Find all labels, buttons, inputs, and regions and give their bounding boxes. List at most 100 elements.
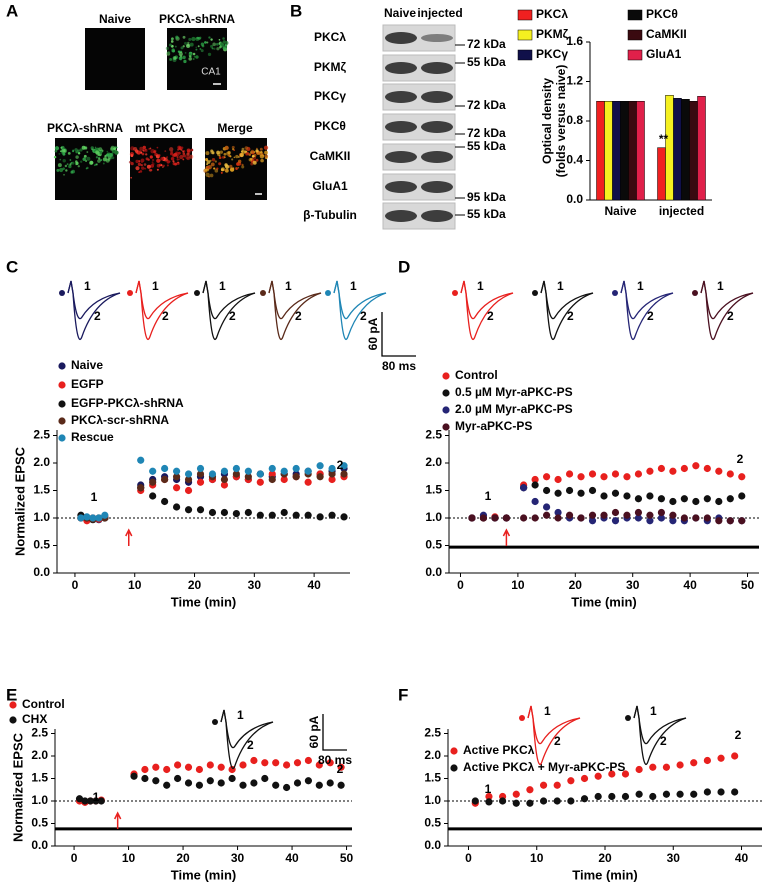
data-point bbox=[703, 464, 711, 473]
data-point bbox=[577, 514, 585, 522]
micrograph bbox=[85, 28, 145, 90]
y-tick-label: 1.5 bbox=[33, 483, 50, 497]
legend-label: Active PKCλ + Myr-aPKC-PS bbox=[463, 760, 625, 774]
data-point bbox=[539, 781, 548, 789]
cell bbox=[218, 162, 222, 166]
cell bbox=[180, 46, 184, 50]
cell bbox=[207, 166, 210, 169]
y-tick-label: 1.0 bbox=[424, 793, 441, 807]
blot-row-label: CaMKII bbox=[310, 149, 351, 163]
data-point bbox=[526, 786, 534, 794]
data-point bbox=[738, 473, 746, 481]
data-point bbox=[280, 467, 288, 475]
bar bbox=[620, 101, 629, 201]
data-point bbox=[588, 511, 597, 519]
data-point bbox=[580, 774, 589, 783]
blot-row-label: GluA1 bbox=[312, 179, 348, 193]
data-point bbox=[600, 492, 608, 500]
data-point bbox=[316, 473, 324, 481]
cell bbox=[58, 152, 61, 155]
data-point bbox=[292, 511, 300, 519]
x-tick-label: 20 bbox=[188, 578, 202, 592]
blot-band bbox=[385, 62, 417, 74]
image-label: mt PKCλ bbox=[135, 121, 185, 135]
data-point bbox=[588, 470, 597, 478]
cell bbox=[70, 170, 74, 174]
data-point bbox=[703, 788, 711, 796]
cell bbox=[160, 156, 164, 161]
data-point bbox=[137, 484, 145, 492]
data-point bbox=[184, 779, 193, 787]
data-point bbox=[149, 492, 157, 500]
data-point bbox=[738, 517, 746, 525]
legend-marker bbox=[58, 434, 66, 442]
trace-label: 1 bbox=[152, 279, 159, 293]
cell bbox=[86, 151, 89, 154]
x-axis-label: Time (min) bbox=[171, 594, 237, 609]
bar bbox=[697, 96, 706, 201]
data-point bbox=[692, 497, 700, 506]
y-tick-label: 1.5 bbox=[31, 771, 48, 785]
cell bbox=[74, 148, 78, 152]
stim-dot bbox=[532, 290, 538, 296]
x-tick-label: 0 bbox=[72, 578, 79, 592]
epsc-trace bbox=[202, 280, 256, 340]
y-tick-label: 0.5 bbox=[425, 538, 442, 552]
cell bbox=[237, 166, 240, 169]
y-tick-label: 1.6 bbox=[566, 34, 583, 48]
trace-label: 2 bbox=[295, 309, 302, 323]
cell bbox=[68, 164, 72, 169]
trace-label: 2 bbox=[660, 734, 667, 748]
stim-dot bbox=[127, 290, 133, 296]
cell bbox=[173, 152, 178, 157]
data-point bbox=[554, 475, 562, 484]
data-point bbox=[195, 781, 204, 789]
blot-row-label: PKMζ bbox=[314, 60, 347, 74]
cell bbox=[62, 159, 66, 163]
data-point bbox=[662, 763, 671, 771]
cell bbox=[167, 51, 171, 54]
data-point bbox=[141, 774, 149, 783]
cell bbox=[174, 45, 177, 48]
cell bbox=[177, 50, 181, 53]
cell bbox=[57, 163, 62, 168]
data-point bbox=[326, 759, 334, 767]
epsc-trace bbox=[135, 280, 189, 340]
data-point bbox=[600, 473, 608, 481]
marker-label: 95 kDa bbox=[467, 190, 506, 204]
data-point bbox=[239, 761, 247, 769]
legend-label: 2.0 µM Myr-aPKC-PS bbox=[455, 402, 573, 416]
cell bbox=[156, 163, 161, 168]
cell bbox=[151, 158, 155, 162]
cell bbox=[223, 152, 227, 156]
data-point bbox=[340, 462, 348, 470]
cell bbox=[188, 37, 192, 41]
x-tick-label: 20 bbox=[569, 578, 583, 592]
data-point bbox=[649, 763, 657, 771]
cell bbox=[156, 158, 161, 163]
epsc-trace bbox=[220, 709, 274, 769]
data-point bbox=[726, 517, 734, 525]
legend-label: EGFP-PKCλ-shRNA bbox=[71, 396, 184, 410]
scale-bar bbox=[381, 312, 416, 357]
stim-dot bbox=[260, 290, 266, 296]
data-point bbox=[141, 765, 149, 774]
data-point bbox=[634, 495, 643, 503]
trace-label: 1 bbox=[544, 704, 551, 718]
cell bbox=[224, 41, 229, 46]
y-tick-label: 0.0 bbox=[566, 192, 583, 206]
x-axis-label: Time (min) bbox=[171, 867, 237, 882]
trace-label: 2 bbox=[229, 309, 236, 323]
x-tick-label: 50 bbox=[741, 578, 755, 592]
blot-band bbox=[385, 121, 417, 133]
cell bbox=[139, 146, 144, 151]
data-point bbox=[256, 470, 264, 478]
cell bbox=[221, 155, 225, 159]
cell bbox=[160, 164, 163, 167]
x-tick-label: 0 bbox=[71, 851, 78, 865]
blot-band bbox=[385, 91, 417, 103]
cell bbox=[235, 154, 239, 159]
scale-label: 80 ms bbox=[382, 359, 416, 373]
stim-dot bbox=[519, 715, 525, 721]
cell bbox=[241, 150, 246, 155]
